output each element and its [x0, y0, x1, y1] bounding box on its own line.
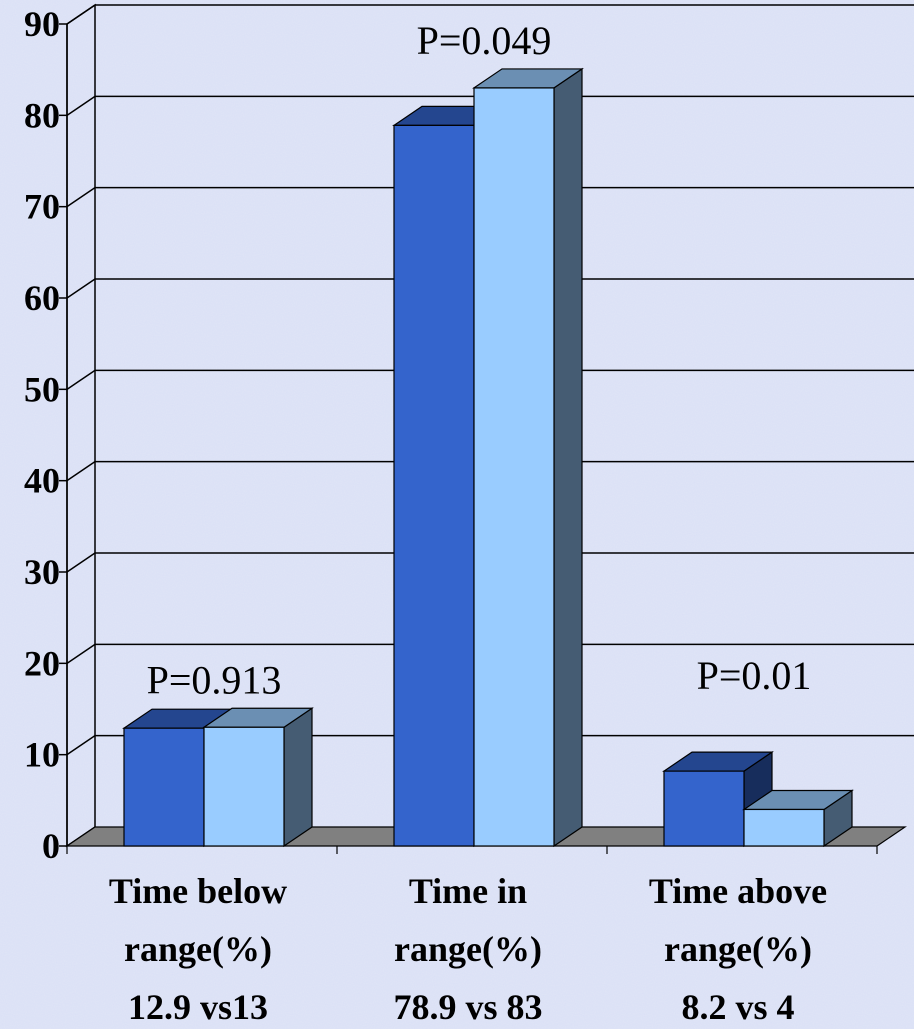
- category-label-2-line-2: 8.2 vs 4: [681, 987, 794, 1027]
- bar-2-1: [742, 789, 854, 848]
- ytick-label-8: 80: [24, 95, 60, 135]
- bar-0-0-front: [123, 727, 205, 847]
- bar-1-1: [472, 67, 584, 848]
- bar-1-1-side: [553, 67, 583, 848]
- gridline-left-5: [66, 369, 96, 390]
- bar-0-1: [202, 707, 314, 848]
- category-label-0-line-2: 12.9 vs13: [128, 987, 268, 1027]
- ytick-label-3: 30: [24, 552, 60, 592]
- category-labels: Time below range(%) 12.9 vs13 Time in range(…: [109, 871, 827, 1027]
- bar-0-1-front: [203, 726, 285, 847]
- category-label-2-line-0: Time above: [649, 871, 827, 911]
- gridline-left-8: [66, 95, 96, 116]
- ytick-label-9: 90: [24, 4, 60, 44]
- bar-2-0: [662, 750, 774, 848]
- ytick-label-7: 70: [24, 187, 60, 227]
- category-label-2-line-1: range(%): [664, 929, 812, 969]
- ytick-label-5: 50: [24, 369, 60, 409]
- annotations: P=0.913 P=0.049 P=0.01: [147, 18, 812, 702]
- category-label-0-line-0: Time below: [109, 871, 287, 911]
- ytick-label-2: 20: [24, 643, 60, 683]
- gridline-left-4: [66, 461, 96, 482]
- gridline-left-1: [66, 735, 96, 756]
- gridline-left-7: [66, 187, 96, 208]
- annotation-2: P=0.01: [697, 653, 812, 698]
- category-label-1-line-1: range(%): [394, 929, 542, 969]
- gridline-left-6: [66, 278, 96, 299]
- gridline-left-2: [66, 643, 96, 664]
- bars: [122, 67, 854, 848]
- ytick-label-1: 10: [24, 735, 60, 775]
- gridline-left-3: [66, 552, 96, 573]
- category-label-1-line-2: 78.9 vs 83: [393, 987, 542, 1027]
- annotation-1: P=0.049: [417, 18, 552, 63]
- ytick-label-0: 0: [42, 826, 60, 866]
- bar-1-1-front: [473, 87, 555, 847]
- bar-2-1-front: [743, 808, 825, 847]
- ytick-label-6: 60: [24, 278, 60, 318]
- bar-2-0-front: [663, 770, 745, 847]
- bar-1-0-front: [393, 124, 475, 847]
- gridline-left-9: [66, 4, 96, 25]
- category-label-1-line-0: Time in: [409, 871, 527, 911]
- category-label-0-line-1: range(%): [124, 929, 272, 969]
- annotation-0: P=0.913: [147, 657, 282, 702]
- y-axis-tick-labels: 0 10 20 30 40 50 60 70 80 90: [24, 4, 60, 866]
- ytick-label-4: 40: [24, 461, 60, 501]
- bar-0-1-side: [283, 707, 313, 848]
